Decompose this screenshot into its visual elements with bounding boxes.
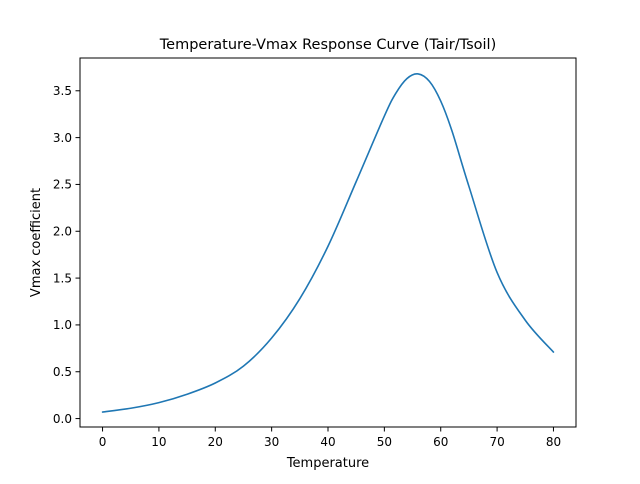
x-tick-label: 10 [151, 435, 166, 449]
x-tick-label: 60 [433, 435, 448, 449]
chart-title: Temperature-Vmax Response Curve (Tair/Ts… [159, 37, 496, 53]
y-tick-label: 2.5 [53, 178, 72, 192]
x-tick-label: 80 [546, 435, 561, 449]
x-tick-label: 30 [264, 435, 279, 449]
x-tick-label: 0 [99, 435, 107, 449]
x-tick-label: 50 [377, 435, 392, 449]
y-axis-label: Vmax coefficient [29, 188, 44, 297]
x-axis-label: Temperature [286, 456, 369, 471]
x-axis: 0 10 20 30 40 50 60 70 80 [99, 427, 561, 449]
y-tick-label: 1.5 [53, 271, 72, 285]
y-axis: 0.0 0.5 1.0 1.5 2.0 2.5 3.0 3.5 [53, 84, 80, 426]
plot-area [101, 73, 555, 413]
x-tick-label: 70 [489, 435, 504, 449]
y-tick-label: 3.5 [53, 84, 72, 98]
x-tick-label: 40 [320, 435, 335, 449]
y-tick-label: 0.0 [53, 412, 72, 426]
x-tick-label: 20 [208, 435, 223, 449]
y-tick-label: 0.5 [53, 365, 72, 379]
y-tick-label: 1.0 [53, 318, 72, 332]
series-line-0 [101, 73, 555, 413]
y-tick-label: 3.0 [53, 131, 72, 145]
y-tick-label: 2.0 [53, 225, 72, 239]
